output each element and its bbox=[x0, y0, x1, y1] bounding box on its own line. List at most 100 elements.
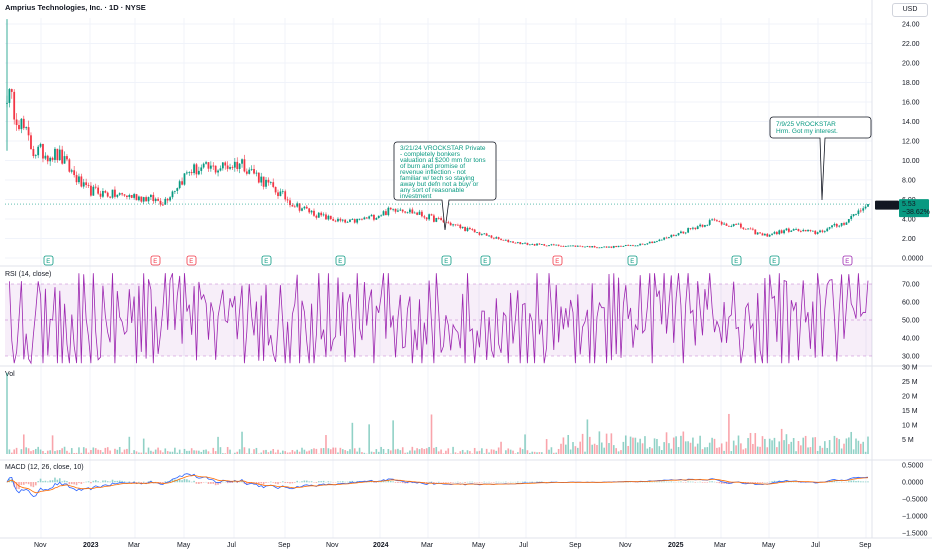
volume-bar bbox=[708, 442, 711, 454]
price-candle bbox=[128, 194, 131, 198]
price-candle bbox=[680, 231, 682, 234]
macd-histogram-bar bbox=[68, 482, 71, 485]
volume-bar bbox=[224, 453, 227, 454]
volume-bar bbox=[246, 453, 248, 454]
price-candle bbox=[790, 230, 793, 232]
price-candle bbox=[862, 208, 865, 211]
price-candle bbox=[514, 242, 517, 244]
currency-selector[interactable]: USD bbox=[892, 3, 928, 17]
macd-histogram-bar bbox=[329, 481, 332, 483]
price-candle bbox=[15, 119, 18, 126]
volume-bar bbox=[214, 451, 217, 454]
volume-bar bbox=[490, 449, 493, 454]
volume-bar bbox=[605, 433, 608, 454]
price-candle bbox=[672, 234, 675, 236]
volume-bar bbox=[423, 449, 426, 454]
price-candle bbox=[250, 168, 253, 170]
macd-histogram-bar bbox=[188, 480, 191, 483]
volume-bar bbox=[78, 447, 80, 454]
price-candle bbox=[716, 220, 718, 222]
macd-signal-line bbox=[6, 474, 869, 494]
volume-bar bbox=[814, 437, 817, 454]
volume-bar bbox=[768, 438, 771, 454]
macd-histogram-bar bbox=[176, 479, 179, 483]
price-candle bbox=[205, 162, 207, 164]
ticker-label: AMPX bbox=[877, 202, 897, 209]
note-text-line: valuation at $200 mm for tons bbox=[400, 157, 486, 164]
price-candle bbox=[622, 245, 625, 247]
volume-bar bbox=[533, 451, 536, 454]
volume-bar bbox=[464, 452, 466, 454]
volume-tick-label: 10 M bbox=[902, 423, 918, 430]
macd-histogram-bar bbox=[56, 479, 59, 483]
macd-histogram-bar bbox=[133, 481, 135, 483]
volume-bar bbox=[387, 448, 390, 454]
macd-histogram-bar bbox=[747, 482, 749, 483]
macd-histogram-bar bbox=[699, 481, 701, 483]
volume-bar bbox=[291, 450, 294, 454]
macd-histogram-bar bbox=[193, 480, 195, 483]
volume-bar bbox=[816, 450, 819, 454]
volume-bar bbox=[66, 450, 68, 454]
price-candle bbox=[339, 218, 342, 221]
price-candle bbox=[732, 224, 735, 227]
macd-histogram-bar bbox=[195, 482, 198, 484]
price-candle bbox=[775, 232, 778, 235]
volume-bar bbox=[663, 442, 665, 454]
volume-bar bbox=[241, 431, 243, 454]
volume-bar bbox=[94, 448, 97, 454]
volume-bar bbox=[488, 452, 490, 454]
volume-bar bbox=[109, 450, 111, 454]
volume-bar bbox=[358, 447, 361, 454]
price-candle bbox=[552, 244, 555, 246]
volume-bar bbox=[346, 451, 349, 454]
macd-histogram-bar bbox=[433, 482, 435, 484]
price-candle bbox=[121, 193, 124, 195]
volume-bar bbox=[154, 449, 157, 454]
macd-histogram-bar bbox=[80, 482, 83, 485]
volume-bar bbox=[440, 449, 442, 454]
macd-histogram-bar bbox=[531, 481, 534, 483]
volume-bar bbox=[344, 450, 346, 454]
rsi-band bbox=[5, 284, 872, 356]
volume-bar bbox=[600, 442, 603, 454]
volume-bar bbox=[90, 449, 92, 454]
rsi-line bbox=[9, 273, 869, 365]
price-candle bbox=[32, 149, 35, 157]
macd-histogram-bar bbox=[653, 481, 656, 483]
macd-histogram-bar bbox=[190, 481, 193, 483]
price-candle bbox=[454, 224, 457, 226]
volume-bar bbox=[25, 447, 27, 454]
macd-histogram-bar bbox=[677, 481, 680, 483]
volume-bar bbox=[123, 449, 126, 454]
volume-bar bbox=[130, 453, 133, 454]
macd-histogram-bar bbox=[320, 481, 322, 483]
price-candle bbox=[293, 206, 296, 208]
macd-histogram-bar bbox=[246, 482, 248, 485]
volume-bar bbox=[824, 441, 826, 454]
volume-bar bbox=[320, 448, 322, 454]
macd-histogram-bar bbox=[315, 482, 318, 483]
price-candle bbox=[596, 247, 598, 249]
volume-bar bbox=[843, 443, 845, 454]
note-text-line: revenue inflection - not bbox=[400, 169, 466, 176]
macd-histogram-bar bbox=[34, 482, 37, 486]
price-candle bbox=[485, 233, 488, 236]
volume-bar bbox=[627, 445, 629, 454]
macd-histogram-bar bbox=[32, 482, 35, 488]
volume-bar bbox=[466, 450, 469, 454]
volume-bar bbox=[70, 448, 73, 454]
price-candle bbox=[459, 224, 462, 229]
volume-bar bbox=[212, 447, 215, 454]
price-candle bbox=[586, 246, 589, 248]
time-tick-label: Jul bbox=[227, 542, 236, 549]
volume-bar bbox=[668, 443, 670, 454]
price-candle bbox=[140, 196, 143, 202]
macd-histogram-bar bbox=[766, 482, 769, 483]
price-candle bbox=[797, 229, 800, 232]
earnings-marker-label: E bbox=[264, 259, 268, 265]
volume-bar bbox=[229, 449, 231, 454]
volume-bar bbox=[61, 448, 63, 454]
volume-bar bbox=[121, 452, 123, 454]
